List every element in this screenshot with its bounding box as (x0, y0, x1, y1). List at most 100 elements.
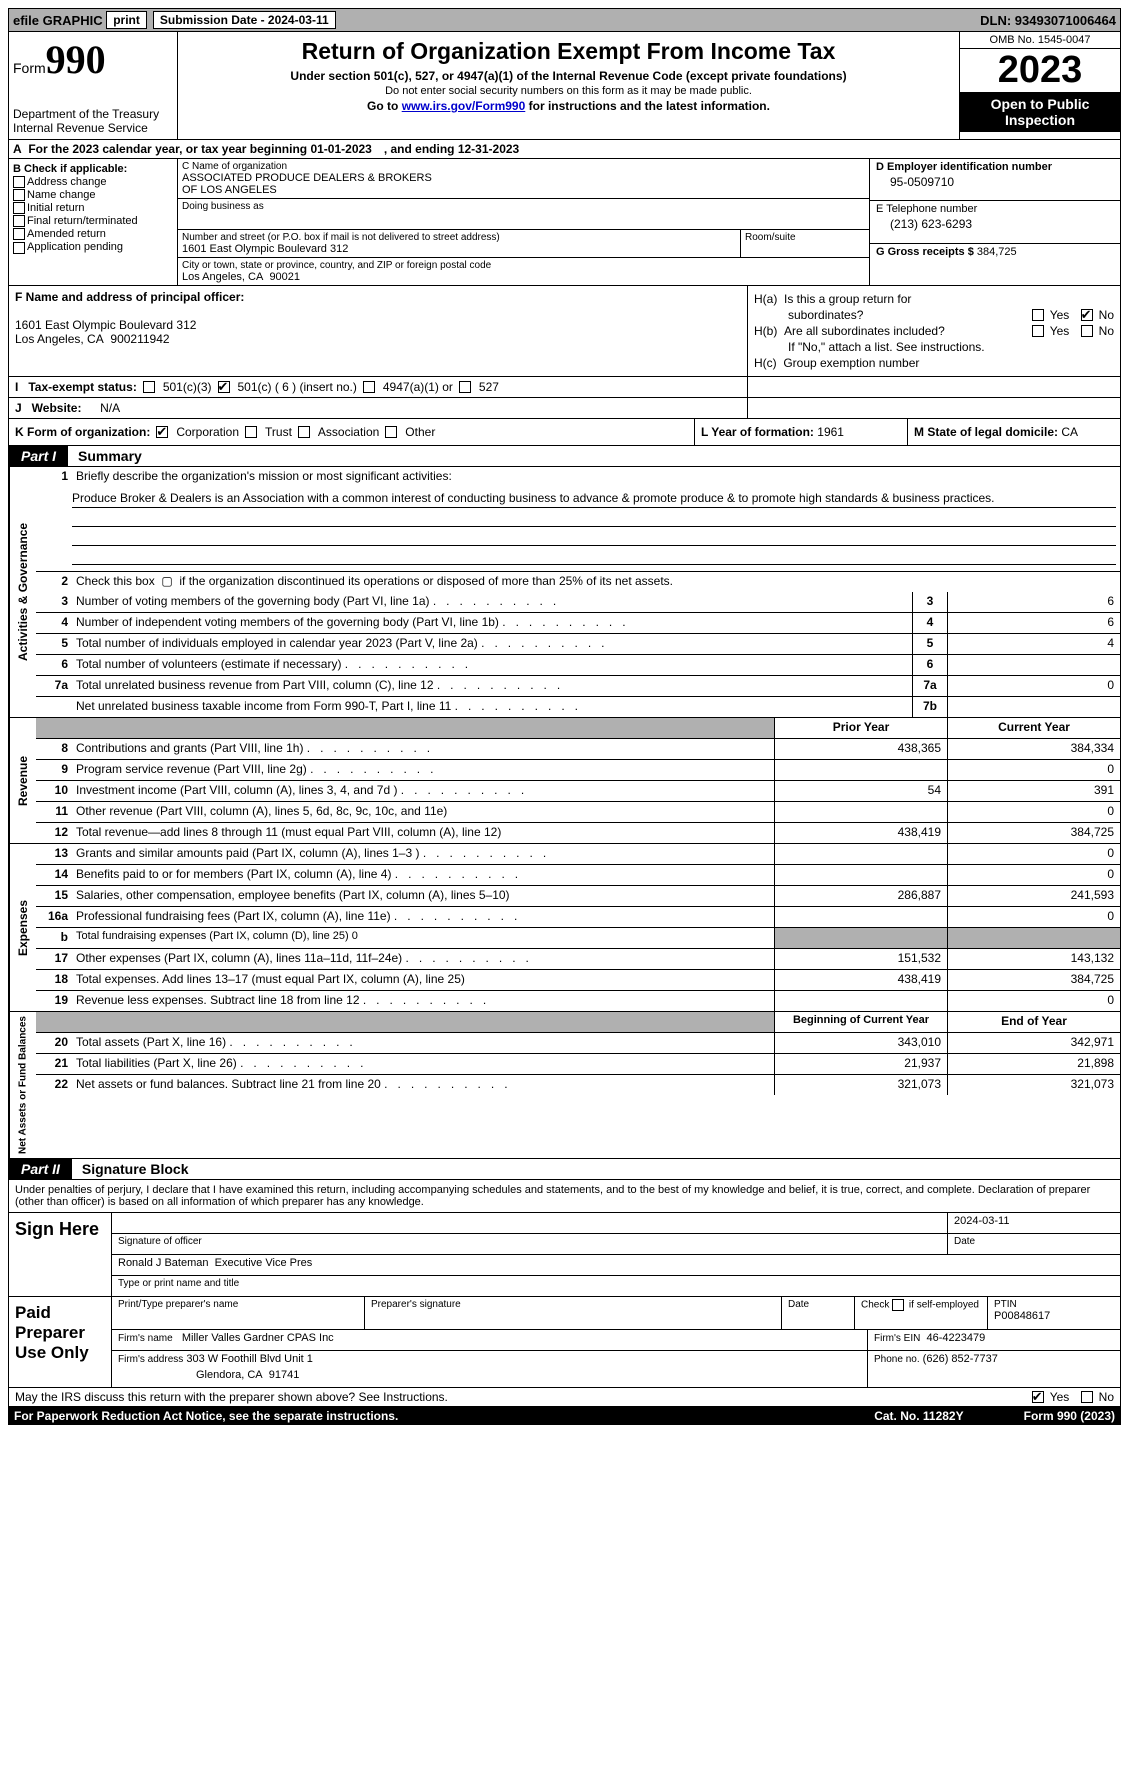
checkbox-address-change[interactable] (13, 176, 25, 188)
part-1-tab: Part I (9, 446, 68, 466)
checkbox-4947[interactable] (363, 381, 375, 393)
sig-date-label: Date (948, 1234, 1120, 1254)
vlabel-net: Net Assets or Fund Balances (9, 1012, 36, 1158)
r11c: 0 (947, 802, 1120, 822)
h-b: H(b) Are all subordinates included? Yes … (754, 324, 1114, 338)
goto-link[interactable]: www.irs.gov/Form990 (402, 99, 526, 113)
checkbox-hb-no[interactable] (1081, 325, 1093, 337)
checkbox-final-return[interactable] (13, 215, 25, 227)
prep-row-2: Firm's name Miller Valles Gardner CPAS I… (112, 1330, 1120, 1351)
q1-label: Briefly describe the organization's miss… (72, 467, 1120, 487)
line-7a: 7a Total unrelated business revenue from… (36, 676, 1120, 697)
line-19: 19 Revenue less expenses. Subtract line … (36, 991, 1120, 1011)
n21p: 21,937 (774, 1054, 947, 1074)
c-room-label: Room/suite (745, 232, 865, 243)
q19: Revenue less expenses. Subtract line 18 … (72, 991, 774, 1011)
prep-date-label: Date (782, 1297, 855, 1329)
sign-here-body: 2024-03-11 Signature of officer Date Ron… (112, 1213, 1120, 1296)
line-i-row: I Tax-exempt status: 501(c)(3) 501(c) ( … (8, 377, 1121, 398)
checkbox-discuss-yes[interactable] (1032, 1391, 1044, 1403)
c-dba-label: Doing business as (182, 201, 865, 212)
firm-addr-cell: Firm's address 303 W Foothill Blvd Unit … (112, 1351, 868, 1387)
checkbox-ha-no[interactable] (1081, 309, 1093, 321)
e16p (774, 907, 947, 927)
checkbox-assoc[interactable] (298, 426, 310, 438)
line-6: 6 Total number of volunteers (estimate i… (36, 655, 1120, 676)
num-10: 10 (36, 781, 72, 801)
e17p: 151,532 (774, 949, 947, 969)
q13: Grants and similar amounts paid (Part IX… (72, 844, 774, 864)
ha-yes-label: Yes (1050, 308, 1070, 322)
checkbox-self-employed[interactable] (892, 1299, 904, 1311)
line-1: 1 Briefly describe the organization's mi… (36, 467, 1120, 487)
checkbox-501c[interactable] (218, 381, 230, 393)
r8c: 384,334 (947, 739, 1120, 759)
c-street-label: Number and street (or P.O. box if mail i… (182, 232, 736, 243)
irs-label: Internal Revenue Service (13, 121, 173, 135)
checkbox-hb-yes[interactable] (1032, 325, 1044, 337)
gov-body: 1 Briefly describe the organization's mi… (36, 467, 1120, 717)
checkbox-discuss-no[interactable] (1081, 1391, 1093, 1403)
checkbox-name-change[interactable] (13, 189, 25, 201)
entity-block: B Check if applicable: Address change Na… (8, 159, 1121, 286)
d-phone-label: E Telephone number (876, 203, 1114, 215)
v4: 6 (947, 613, 1120, 633)
checkbox-initial-return[interactable] (13, 202, 25, 214)
e13c: 0 (947, 844, 1120, 864)
h-b-yes-no: Yes No (1032, 324, 1114, 338)
checkbox-other[interactable] (385, 426, 397, 438)
k-trust: Trust (265, 425, 292, 439)
i-opt2: 501(c) ( 6 ) (insert no.) (238, 380, 357, 394)
checkbox-application-pending[interactable] (13, 242, 25, 254)
num-11: 11 (36, 802, 72, 822)
checkbox-trust[interactable] (245, 426, 257, 438)
checkbox-corp[interactable] (156, 426, 168, 438)
sig-officer-label: Signature of officer (112, 1234, 948, 1254)
num-13: 13 (36, 844, 72, 864)
d-ein-row: D Employer identification number 95-0509… (870, 159, 1120, 201)
num-21: 21 (36, 1054, 72, 1074)
cat-no: Cat. No. 11282Y (874, 1409, 963, 1423)
mission-blank-2 (72, 529, 1116, 546)
num-18: 18 (36, 970, 72, 990)
h-a1: H(a) Is this a group return for (754, 292, 1114, 306)
firm-ein-label: Firm's EIN (874, 1333, 920, 1344)
net-hdr-desc (72, 1012, 774, 1032)
line-2: 2 Check this box ▢ if the organization d… (36, 571, 1120, 592)
checkbox-527[interactable] (459, 381, 471, 393)
checkbox-ha-yes[interactable] (1032, 309, 1044, 321)
print-button[interactable]: print (106, 11, 147, 29)
sig-row-4: Type or print name and title (112, 1276, 1120, 1296)
print-name-label: Print/Type preparer's name (112, 1297, 365, 1329)
sig-row-1: 2024-03-11 (112, 1213, 1120, 1234)
i-label: I Tax-exempt status: (15, 380, 137, 394)
checkbox-501c3[interactable] (143, 381, 155, 393)
top-bar: efile GRAPHIC print Submission Date - 20… (8, 8, 1121, 32)
mission-block: Produce Broker & Dealers is an Associati… (36, 487, 1120, 571)
num-12: 12 (36, 823, 72, 843)
n22p: 321,073 (774, 1075, 947, 1095)
discuss-no-label: No (1099, 1390, 1114, 1404)
checkbox-amended-return[interactable] (13, 228, 25, 240)
q18: Total expenses. Add lines 13–17 (must eq… (72, 970, 774, 990)
header-mid: Return of Organization Exempt From Incom… (178, 32, 959, 139)
line-a: A For the 2023 calendar year, or tax yea… (8, 140, 1121, 159)
b-item-address: Address change (13, 176, 173, 188)
ha-no-label: No (1099, 308, 1114, 322)
form-word: Form (13, 60, 46, 76)
d-phone-row: E Telephone number (213) 623-6293 (870, 201, 1120, 243)
rev-hdr-num (36, 718, 72, 738)
i-opt1: 501(c)(3) (163, 380, 212, 394)
sig-date-value: 2024-03-11 (948, 1213, 1120, 1233)
mission-blank-1 (72, 510, 1116, 527)
r9c: 0 (947, 760, 1120, 780)
line-4: 4 Number of independent voting members o… (36, 613, 1120, 634)
submission-date-button[interactable]: Submission Date - 2024-03-11 (153, 11, 336, 29)
officer-name: Ronald J Bateman Executive Vice Pres (112, 1255, 1120, 1275)
form-ref: Form 990 (2023) (1024, 1409, 1115, 1423)
d-gross-label: G Gross receipts $ (876, 246, 974, 258)
r11p (774, 802, 947, 822)
rev-hdr: Prior Year Current Year (36, 718, 1120, 739)
form-label: Form990 (13, 36, 173, 83)
line-18: 18 Total expenses. Add lines 13–17 (must… (36, 970, 1120, 991)
